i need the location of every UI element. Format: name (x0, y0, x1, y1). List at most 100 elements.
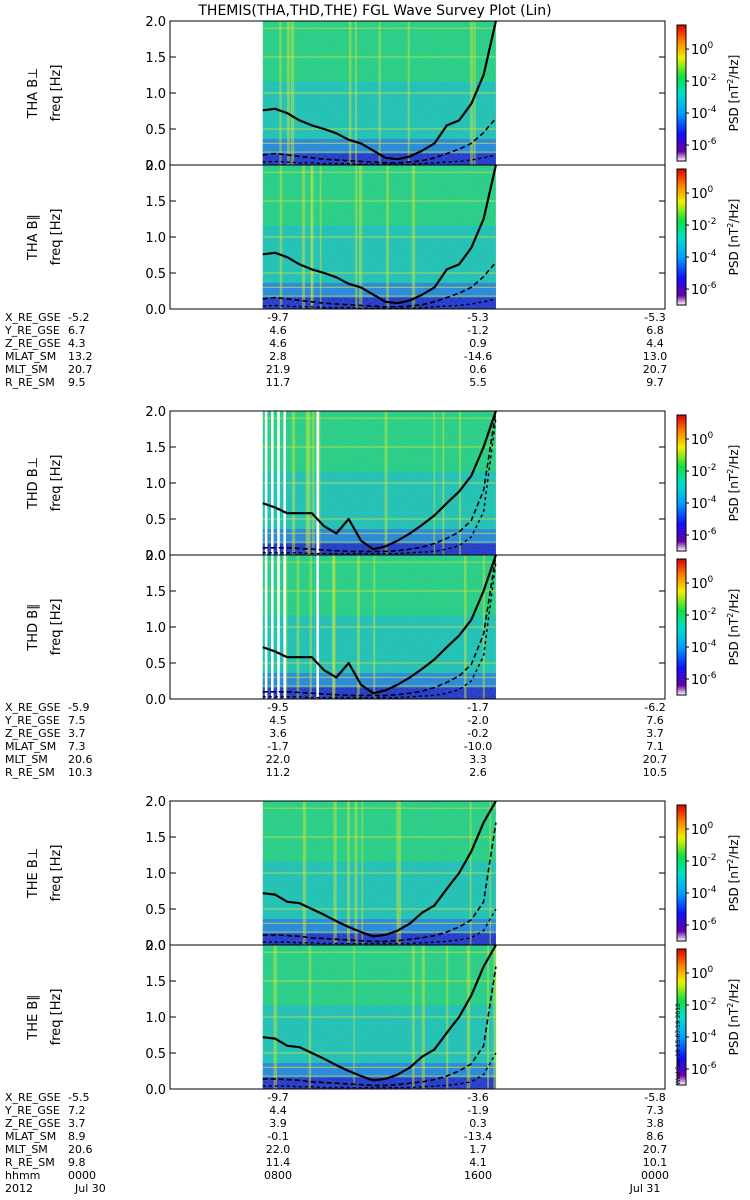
orbit-value: 4.5 (269, 714, 287, 727)
orbit-value: 7.2 (68, 1104, 86, 1117)
orbit-row-name: Y_RE_GSE (4, 324, 60, 337)
colorbar-tick-exp: -6 (708, 137, 717, 147)
colorbar-label-exp: 2 (726, 223, 735, 228)
colorbar-tick-label: 10-2 (691, 853, 717, 870)
colorbar-tick-label: 10-2 (691, 607, 717, 624)
colorbar-label-exp: 2 (726, 613, 735, 618)
colorbar-tick-base: 10 (691, 187, 708, 202)
orbit-value: 3.7 (646, 727, 664, 740)
orbit-value: 9.5 (68, 376, 86, 389)
colorbar-tick-label: 10-4 (691, 249, 717, 266)
orbit-row-name: R_RE_SM (5, 766, 55, 779)
y-tick-label: 2.0 (145, 15, 166, 30)
orbit-row-name: Z_RE_GSE (5, 727, 61, 740)
hhmm-label: hhmm (5, 1169, 40, 1182)
orbit-row-name: Y_RE_GSE (4, 714, 60, 727)
data-gap (316, 555, 319, 699)
colorbar-label: PSD [nT2/Hz] (726, 55, 741, 132)
orbit-value: 9.7 (646, 376, 664, 389)
y-tick-label: 0.5 (145, 903, 166, 918)
burst-stripe (386, 165, 389, 309)
y-tick-label: 0.0 (145, 549, 166, 564)
colorbar-tick-exp: -4 (708, 249, 717, 259)
burst-stripe (466, 945, 471, 1089)
burst-stripe (305, 411, 309, 555)
orbit-value: 4.3 (68, 337, 86, 350)
colorbar-label-unit: [nT (727, 473, 741, 493)
orbit-value: 3.7 (68, 1117, 86, 1130)
colorbar-label-tail: /Hz] (727, 979, 741, 1003)
y-tick-label: 1.0 (145, 477, 166, 492)
fc-curve (262, 944, 497, 1082)
orbit-value: 22.0 (266, 1143, 291, 1156)
burst-stripe (384, 411, 388, 555)
orbit-value: -9.7 (267, 311, 288, 324)
burst-stripe (489, 801, 492, 945)
colorbar-label-unit: [nT (727, 863, 741, 883)
y-tick-label: 2.0 (145, 939, 166, 954)
colorbar-tick-label: 10-4 (691, 639, 717, 656)
fc-he-curve (262, 966, 497, 1087)
orbit-value: -0.1 (267, 1130, 288, 1143)
burst-stripe (487, 945, 490, 1089)
colorbar-tick-base: 10 (691, 433, 708, 448)
orbit-value: 11.7 (266, 376, 291, 389)
colorbar-gradient (676, 168, 687, 306)
colorbar-tick-label: 10-4 (691, 105, 717, 122)
orbit-value: 3.7 (68, 727, 86, 740)
orbit-value: 4.1 (469, 1156, 487, 1169)
colorbar-tick-exp: -2 (708, 853, 717, 863)
orbit-value: -5.5 (68, 1091, 89, 1104)
colorbar-tick-exp: -6 (708, 671, 717, 681)
orbit-value: -6.2 (644, 701, 665, 714)
orbit-value: -5.3 (644, 311, 665, 324)
data-gap (264, 555, 268, 699)
orbit-value: -2.0 (467, 714, 488, 727)
orbit-value: 22.0 (266, 753, 291, 766)
colorbar-tick-label: 10-6 (691, 917, 717, 934)
y-tick-label: 0.0 (145, 1083, 166, 1098)
orbit-value: 8.9 (68, 1130, 86, 1143)
colorbar-label-unit: [nT (727, 83, 741, 103)
burst-stripe (279, 165, 283, 309)
colorbar-label-main: PSD (727, 883, 741, 911)
burst-stripe (291, 411, 296, 555)
colorbar-label: PSD [nT2/Hz] (726, 199, 741, 276)
colorbar-tick-label: 10-6 (691, 527, 717, 544)
burst-stripe (358, 165, 363, 309)
orbit-row-name: MLAT_SM (5, 1130, 56, 1143)
fc-he-curve (262, 117, 497, 164)
burst-stripe (290, 21, 295, 165)
colorbar-tick-exp: -6 (708, 527, 717, 537)
orbit-value: 13.2 (68, 350, 93, 363)
orbit-table-tha: X_RE_GSE -5.2 -9.7 -5.3 -5.3 Y_RE_GSE 6.7 4.6 -1… (4, 311, 667, 389)
orbit-value: 21.9 (266, 363, 291, 376)
orbit-value: 7.3 (68, 740, 86, 753)
y-tick-label: 0.5 (145, 513, 166, 528)
orbit-row-name: MLT_SM (5, 753, 48, 766)
orbit-value: -10.0 (464, 740, 492, 753)
colorbar-tick-base: 10 (691, 673, 708, 688)
orbit-row-name: MLT_SM (5, 1143, 48, 1156)
orbit-value: 4.6 (269, 337, 287, 350)
burst-stripe (332, 555, 335, 699)
burst-stripe (302, 801, 307, 945)
colorbar-tick-exp: -4 (708, 105, 717, 115)
orbit-value: 20.7 (68, 363, 93, 376)
orbit-row-name: Z_RE_GSE (5, 337, 61, 350)
fc-he-curve (262, 554, 497, 697)
y-tick-label: 1.0 (145, 621, 166, 636)
burst-stripe (333, 801, 337, 945)
colorbar-gradient (676, 558, 687, 696)
figure-title: THEMIS(THA,THD,THE) FGL Wave Survey Plot… (197, 3, 551, 19)
orbit-value: 11.2 (266, 766, 291, 779)
colorbar-tick-base: 10 (691, 465, 708, 480)
orbit-value: 3.9 (269, 1117, 287, 1130)
colorbar-gradient (676, 948, 687, 1086)
